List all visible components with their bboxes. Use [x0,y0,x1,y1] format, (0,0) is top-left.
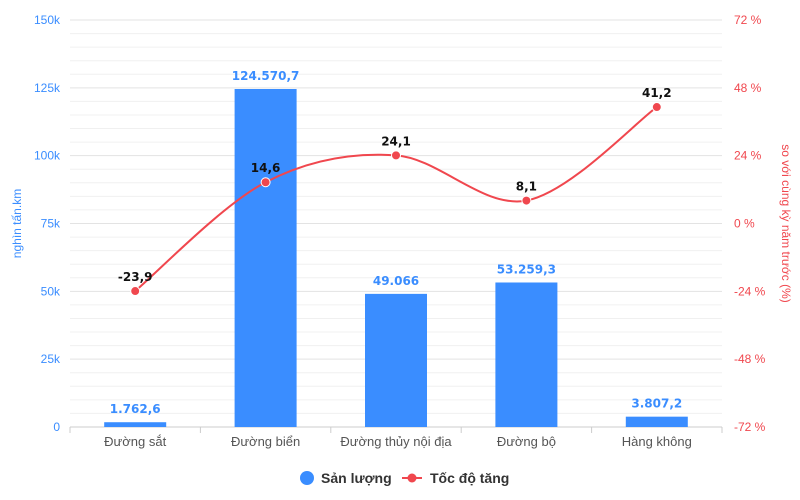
left-tick-label: 75k [41,217,61,231]
line-value-label: 14,6 [251,161,281,175]
legend-item-line[interactable]: Tốc độ tăng [402,470,509,486]
bar-value-label: 53.259,3 [497,262,556,276]
bar[interactable] [625,416,688,427]
right-tick-label: 0 % [734,217,755,231]
bar-value-label: 49.066 [373,274,419,288]
category-label: Đường biển [231,434,300,449]
right-tick-label: 24 % [734,149,762,163]
line-point[interactable] [260,177,271,188]
legend-item-bar[interactable]: Sản lượng [300,470,392,486]
category-label: Đường bộ [497,434,556,449]
left-tick-label: 50k [41,284,61,298]
line-point[interactable] [130,286,141,297]
right-axis: -72 % -48 % -24 % 0 % 24 % 48 % 72 % so với cùn… [734,13,793,434]
bar[interactable] [234,88,297,427]
right-tick-label: 48 % [734,81,762,95]
left-tick-label: 150k [34,13,61,27]
legend-label-line: Tốc độ tăng [430,470,509,486]
bar-value-label: 3.807,2 [631,397,682,411]
right-tick-label: -48 % [734,352,766,366]
line-point[interactable] [391,150,401,161]
line-value-label: 8,1 [516,180,537,194]
left-axis-title: nghìn tấn.km [10,189,24,258]
line-value-label: -23,9 [118,270,153,284]
bar[interactable] [365,293,427,427]
data-labels: 1.762,6 124.570,7 49.066 53.259,3 3.807,2 -23… [110,69,682,416]
legend-marker-bar [300,471,314,485]
x-axis: Đường sắt Đường biển Đường thủy nội địa Đườ… [69,427,723,449]
line-value-label: 41,2 [642,86,672,100]
right-tick-label: -72 % [734,420,766,434]
category-label: Đường thủy nội địa [340,434,452,449]
bar-value-label: 124.570,7 [232,69,300,83]
bar[interactable] [104,422,167,427]
right-axis-title: so với cùng kỳ năm trước (%) [779,144,793,302]
bar-value-label: 1.762,6 [110,402,161,416]
bar-series [104,88,688,427]
line-value-label: 24,1 [381,134,411,148]
left-axis: 0 25k 50k 75k 100k 125k 150k nghìn tấn.km [10,13,61,434]
legend[interactable]: Sản lượng Tốc độ tăng [300,470,509,486]
left-tick-label: 125k [34,81,61,95]
left-tick-label: 25k [41,352,61,366]
left-tick-label: 100k [34,149,61,163]
legend-label-bar: Sản lượng [321,470,392,486]
right-tick-label: 72 % [734,13,762,27]
line-point[interactable] [521,195,532,206]
category-label: Hàng không [622,434,692,449]
line-point[interactable] [651,102,662,113]
left-tick-label: 0 [53,420,60,434]
category-label: Đường sắt [104,434,166,449]
line-series [130,102,662,297]
bar[interactable] [495,282,558,427]
right-tick-label: -24 % [734,284,766,298]
legend-marker-line [407,473,417,483]
